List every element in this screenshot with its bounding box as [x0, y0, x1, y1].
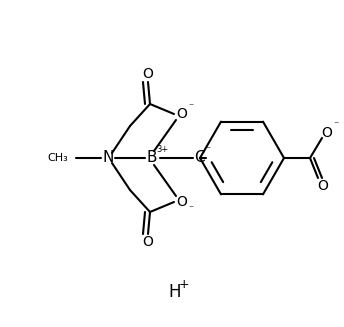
Text: ⁻: ⁻ [189, 102, 194, 112]
Text: O: O [176, 195, 187, 209]
Text: CH₃: CH₃ [47, 153, 68, 163]
Text: O: O [142, 67, 153, 81]
Text: B: B [147, 150, 157, 165]
Text: O: O [176, 107, 187, 121]
Text: O: O [318, 179, 329, 193]
Text: +: + [179, 278, 189, 290]
Text: ⁻: ⁻ [333, 120, 338, 130]
Text: C: C [194, 150, 204, 165]
Text: ⁻: ⁻ [205, 145, 211, 155]
Text: 3+: 3+ [156, 145, 168, 153]
Text: ⁻: ⁻ [189, 204, 194, 214]
Text: O: O [322, 126, 332, 140]
Text: H: H [169, 283, 181, 301]
Text: O: O [142, 235, 153, 249]
Text: N: N [102, 150, 114, 165]
